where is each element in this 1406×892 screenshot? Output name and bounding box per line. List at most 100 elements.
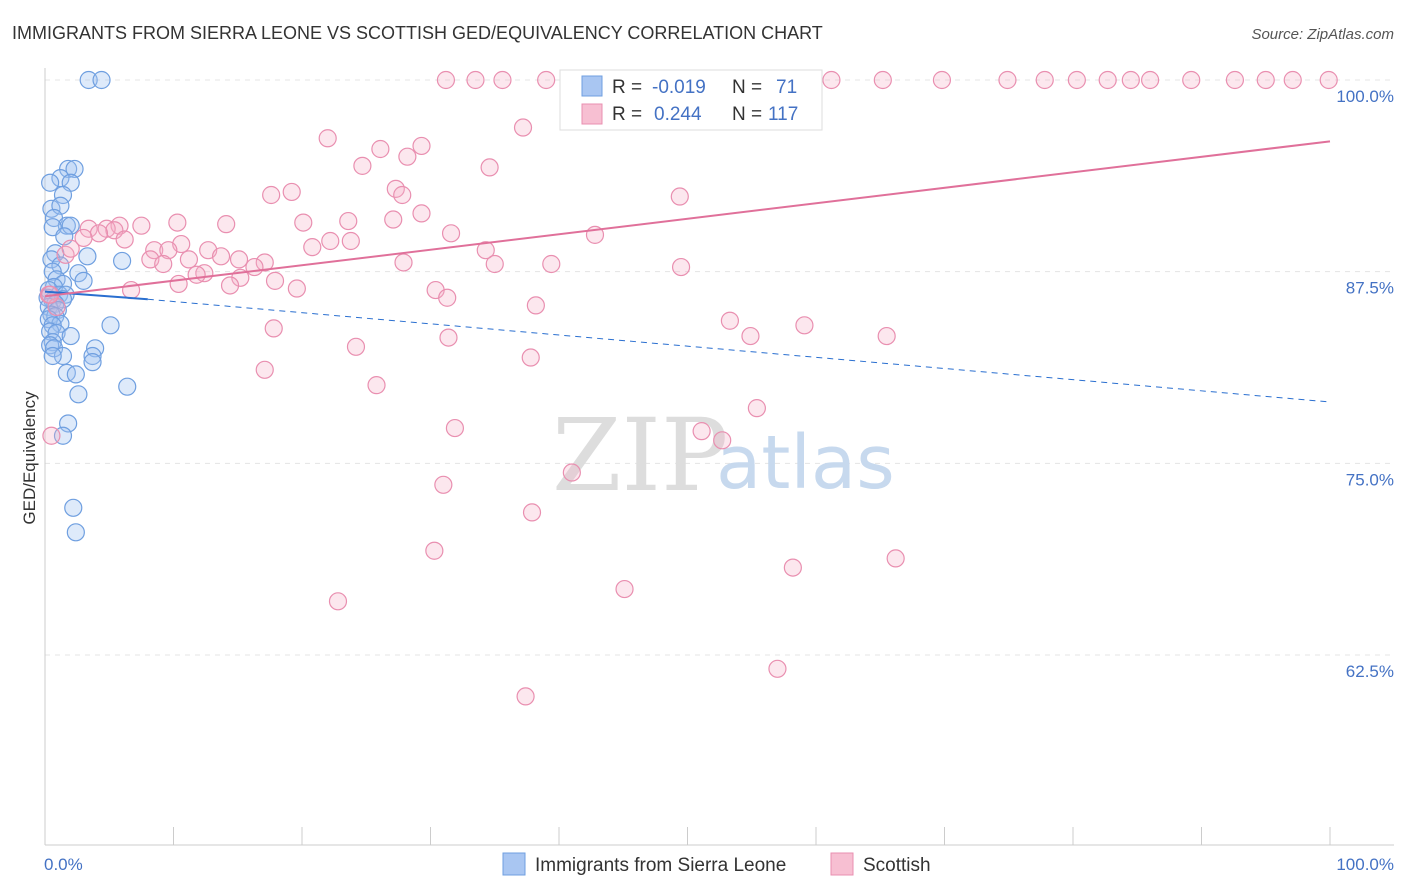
point-1-61 bbox=[476, 241, 495, 260]
point-1-28 bbox=[371, 139, 390, 159]
point-1-68 bbox=[394, 253, 413, 272]
watermark-atlas: atlas bbox=[716, 420, 895, 506]
point-0-41 bbox=[41, 322, 60, 341]
point-1-18 bbox=[1098, 70, 1117, 90]
point-0-3 bbox=[65, 159, 84, 179]
point-1-38 bbox=[412, 204, 431, 223]
point-1-37 bbox=[670, 187, 689, 206]
point-1-91 bbox=[877, 326, 896, 346]
point-1-59 bbox=[159, 241, 178, 260]
legend-swatch-scottish bbox=[581, 103, 603, 125]
point-1-101 bbox=[562, 463, 581, 482]
y-tick-label-1: 87.5% bbox=[1346, 279, 1394, 298]
point-1-39 bbox=[339, 211, 358, 231]
point-1-48 bbox=[105, 221, 124, 240]
point-0-49 bbox=[83, 346, 102, 366]
watermark: ZIP atlas bbox=[552, 397, 895, 514]
point-1-73 bbox=[671, 257, 691, 277]
point-1-22 bbox=[1225, 70, 1245, 90]
series-legend-label-scottish: Scottish bbox=[863, 855, 931, 876]
x-tick-label-right: 100.0% bbox=[1336, 855, 1394, 874]
trend-lines bbox=[44, 140, 1331, 403]
point-1-14 bbox=[932, 70, 952, 90]
point-1-80 bbox=[287, 279, 306, 298]
point-1-94 bbox=[521, 348, 540, 367]
series-scottish-points bbox=[39, 70, 1338, 706]
point-1-50 bbox=[441, 224, 461, 243]
point-1-44 bbox=[132, 216, 151, 235]
point-1-83 bbox=[438, 288, 457, 307]
point-1-79 bbox=[220, 276, 240, 295]
point-1-49 bbox=[89, 224, 109, 243]
trend-line-sierra-leone-extension bbox=[147, 298, 1331, 403]
point-1-1 bbox=[466, 70, 485, 90]
point-1-90 bbox=[741, 326, 760, 346]
point-1-84 bbox=[526, 296, 545, 315]
point-1-93 bbox=[346, 337, 366, 356]
point-1-2 bbox=[493, 70, 512, 90]
point-0-50 bbox=[43, 346, 62, 366]
point-1-20 bbox=[1140, 70, 1160, 90]
legend-r-value-1: 0.244 bbox=[654, 104, 702, 125]
point-1-19 bbox=[1121, 70, 1140, 90]
point-1-99 bbox=[692, 422, 711, 441]
point-1-15 bbox=[998, 70, 1017, 90]
point-1-31 bbox=[353, 156, 372, 175]
legend-swatch-sierra-leone bbox=[581, 75, 603, 97]
series-legend-swatch-sierra-leone bbox=[502, 852, 526, 876]
point-1-4 bbox=[537, 70, 556, 90]
point-0-1 bbox=[92, 70, 111, 90]
point-1-0 bbox=[436, 70, 456, 90]
point-0-38 bbox=[51, 314, 70, 333]
point-1-27 bbox=[318, 129, 337, 148]
point-1-32 bbox=[480, 158, 499, 177]
point-1-23 bbox=[1256, 70, 1275, 90]
point-1-67 bbox=[154, 254, 173, 274]
point-1-103 bbox=[522, 503, 542, 522]
point-1-21 bbox=[1182, 70, 1201, 90]
point-0-48 bbox=[53, 346, 73, 366]
point-1-77 bbox=[265, 271, 285, 290]
point-1-65 bbox=[229, 250, 249, 269]
point-0-7 bbox=[53, 185, 73, 205]
point-0-55 bbox=[69, 385, 88, 404]
legend-r-value-0: -0.019 bbox=[652, 77, 706, 98]
point-1-113 bbox=[61, 239, 80, 258]
point-1-104 bbox=[425, 541, 444, 560]
point-1-54 bbox=[341, 231, 360, 251]
point-1-43 bbox=[217, 215, 236, 234]
point-1-95 bbox=[255, 360, 274, 379]
legend-n-value-0: 71 bbox=[776, 77, 797, 98]
point-1-52 bbox=[74, 228, 93, 248]
legend-n-label-0: N = bbox=[732, 77, 762, 98]
point-0-58 bbox=[64, 498, 83, 517]
point-1-24 bbox=[1283, 70, 1302, 90]
point-0-11 bbox=[57, 216, 76, 235]
point-1-96 bbox=[367, 376, 386, 395]
y-axis-title: GED/Equivalency bbox=[20, 391, 39, 525]
point-1-87 bbox=[720, 311, 740, 330]
point-1-13 bbox=[873, 70, 892, 90]
point-1-56 bbox=[303, 238, 322, 257]
point-0-23 bbox=[74, 271, 93, 290]
point-1-75 bbox=[187, 265, 206, 284]
point-1-26 bbox=[513, 118, 533, 137]
point-1-58 bbox=[145, 241, 164, 260]
legend-n-label-1: N = bbox=[732, 104, 762, 125]
gridlines bbox=[45, 79, 1394, 656]
point-1-102 bbox=[434, 475, 453, 494]
point-1-17 bbox=[1067, 70, 1086, 90]
point-0-54 bbox=[118, 377, 137, 396]
point-1-46 bbox=[79, 219, 98, 238]
legend-n-value-1: 117 bbox=[768, 104, 798, 125]
point-1-34 bbox=[282, 182, 301, 202]
point-0-59 bbox=[66, 523, 85, 542]
point-1-66 bbox=[179, 250, 199, 269]
point-1-98 bbox=[445, 418, 465, 438]
point-0-52 bbox=[57, 363, 76, 382]
point-1-97 bbox=[747, 399, 766, 418]
watermark-zip: ZIP bbox=[552, 397, 728, 514]
point-1-92 bbox=[439, 328, 458, 347]
correlation-legend: R = -0.019 N = 71 R = 0.244 N = 117 bbox=[559, 69, 823, 131]
